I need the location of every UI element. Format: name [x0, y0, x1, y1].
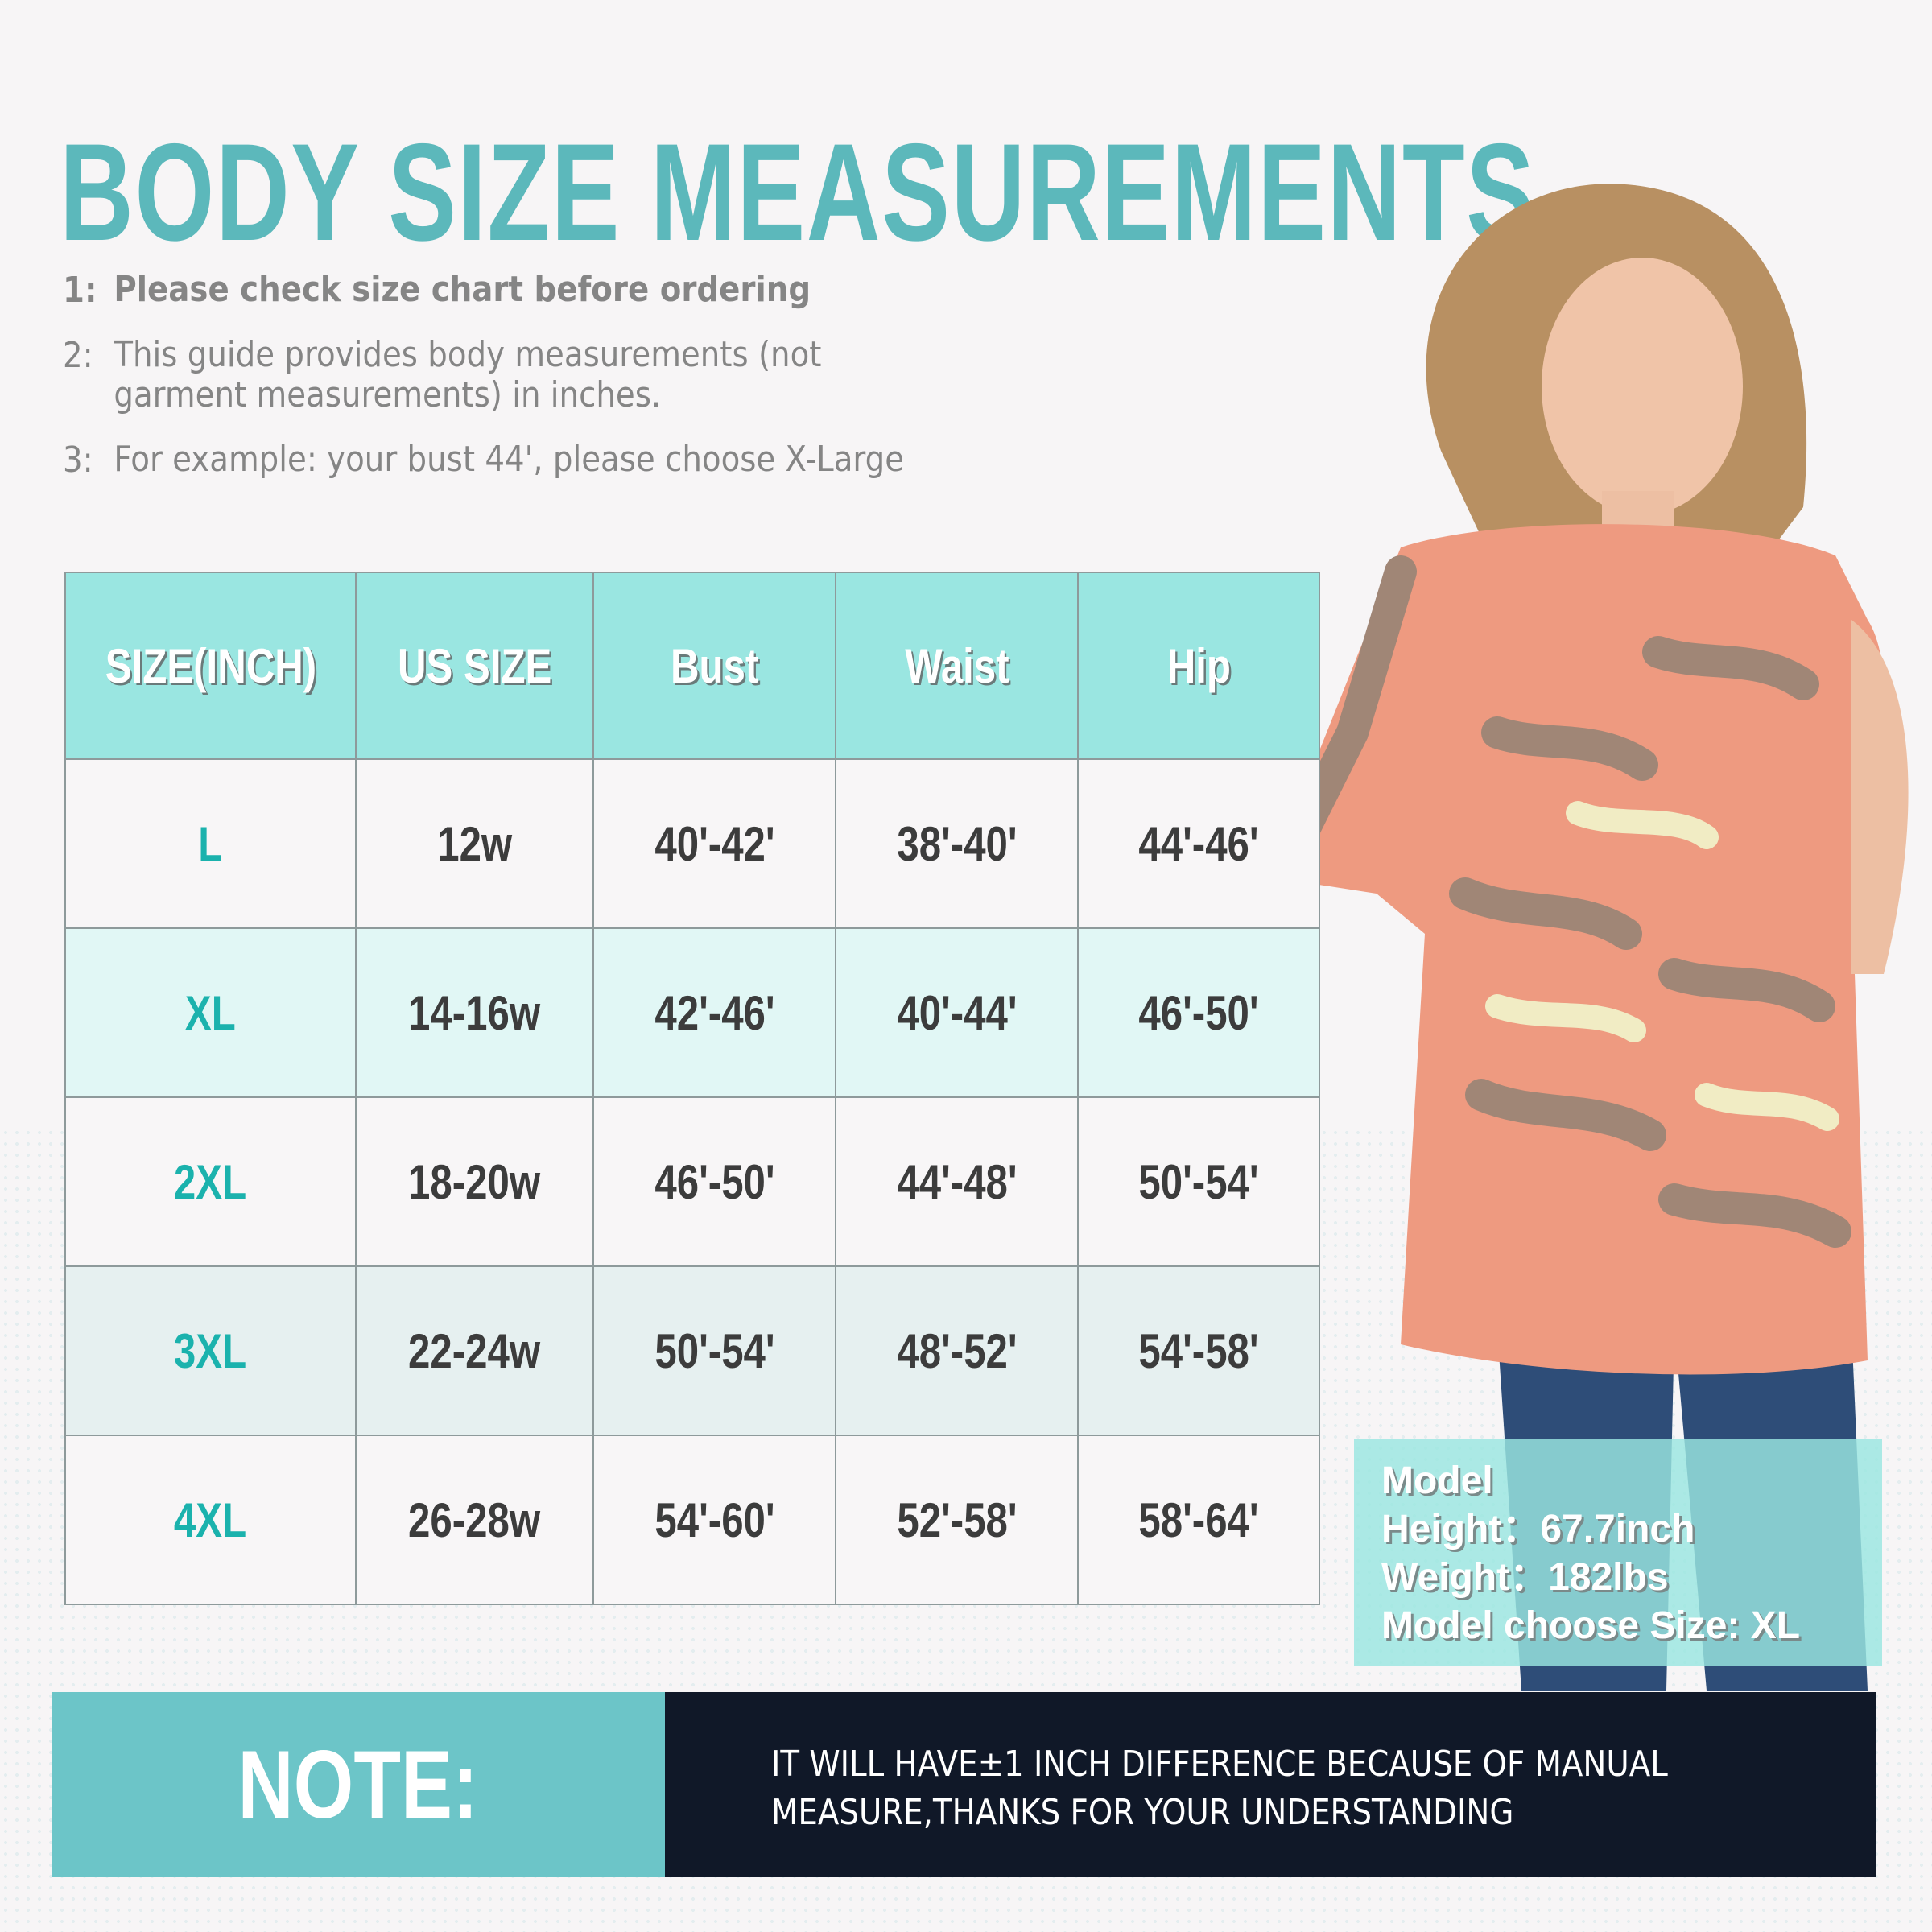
- cell-text: 52'-58': [896, 1492, 1018, 1547]
- cell-waist: 44'-48': [835, 1096, 1079, 1267]
- model-photo: [1272, 184, 1909, 1690]
- table-row: 2XL 18-20w 46'-50' 44'-48' 50'-54': [64, 1096, 1320, 1267]
- header-bust: Bust: [592, 572, 836, 760]
- instruction-number: 1:: [63, 270, 97, 311]
- cell-text: 40'-44': [896, 985, 1018, 1040]
- instruction-1: 1: Please check size chart before orderin…: [63, 269, 999, 312]
- cell-bust: 50'-54': [592, 1265, 836, 1436]
- header-label: SIZE(INCH): [105, 638, 316, 693]
- cell-hip: 46'-50': [1077, 927, 1320, 1098]
- instruction-text: Please check size chart before ordering: [114, 269, 811, 310]
- cell-bust: 42'-46': [592, 927, 836, 1098]
- cell-size: 4XL: [64, 1435, 357, 1605]
- cell-waist: 48'-52': [835, 1265, 1079, 1436]
- instruction-text: This guide provides body measurements (n…: [114, 334, 822, 415]
- header-label: Waist: [904, 638, 1009, 693]
- cell-hip: 54'-58': [1077, 1265, 1320, 1436]
- cell-text: XL: [185, 985, 236, 1040]
- header-waist: Waist: [835, 572, 1079, 760]
- cell-text: 26-28w: [408, 1492, 541, 1547]
- instructions: 1: Please check size chart before orderin…: [63, 270, 1127, 505]
- table-header-row: SIZE(INCH) US SIZE Bust Waist Hip: [64, 572, 1320, 760]
- cell-text: 18-20w: [408, 1154, 541, 1209]
- note-line-1: IT WILL HAVE±1 INCH DIFFERENCE BECAUSE O…: [771, 1744, 1668, 1785]
- cell-text: 12w: [436, 816, 512, 871]
- cell-bust: 40'-42': [592, 758, 836, 929]
- cell-hip: 50'-54': [1077, 1096, 1320, 1267]
- note-label-panel: NOTE:: [52, 1692, 665, 1877]
- cell-waist: 40'-44': [835, 927, 1079, 1098]
- cell-us-size: 14-16w: [355, 927, 594, 1098]
- model-info-box: Model Height：67.7inch Weight：182lbs Mode…: [1354, 1439, 1882, 1666]
- cell-text: 54'-60': [654, 1492, 775, 1547]
- cell-text: 50'-54': [1138, 1154, 1259, 1209]
- cell-text: 54'-58': [1138, 1323, 1259, 1378]
- cell-text: 44'-46': [1138, 816, 1259, 871]
- cell-text: 48'-52': [896, 1323, 1018, 1378]
- model-label: Model: [1381, 1459, 1493, 1502]
- cell-hip: 58'-64': [1077, 1435, 1320, 1605]
- cell-waist: 38'-40': [835, 758, 1079, 929]
- table-row: 4XL 26-28w 54'-60' 52'-58' 58'-64': [64, 1435, 1320, 1605]
- cell-waist: 52'-58': [835, 1435, 1079, 1605]
- cell-text: 3XL: [174, 1323, 247, 1378]
- cell-text: 50'-54': [654, 1323, 775, 1378]
- cell-size: 2XL: [64, 1096, 357, 1267]
- cell-us-size: 26-28w: [355, 1435, 594, 1605]
- model-height: Height：67.7inch: [1381, 1508, 1695, 1550]
- cell-size: XL: [64, 927, 357, 1098]
- cell-size: L: [64, 758, 357, 929]
- model-size: Model choose Size: XL: [1381, 1604, 1801, 1647]
- table-row: L 12w 40'-42' 38'-40' 44'-46': [64, 758, 1320, 929]
- header-hip: Hip: [1077, 572, 1320, 760]
- instruction-2: 2: This guide provides body measurements …: [63, 335, 999, 415]
- instruction-text: For example: your bust 44', please choos…: [114, 439, 905, 480]
- cell-text: 46'-50': [654, 1154, 775, 1209]
- instruction-number: 2:: [63, 335, 93, 376]
- instruction-number: 3:: [63, 440, 93, 481]
- cell-hip: 44'-46': [1077, 758, 1320, 929]
- cell-us-size: 22-24w: [355, 1265, 594, 1436]
- note-text-panel: IT WILL HAVE±1 INCH DIFFERENCE BECAUSE O…: [665, 1692, 1876, 1877]
- header-size: SIZE(INCH): [64, 572, 357, 760]
- header-label: US SIZE: [397, 638, 552, 693]
- cell-bust: 46'-50': [592, 1096, 836, 1267]
- cell-text: 22-24w: [408, 1323, 541, 1378]
- page-title: BODY SIZE MEASUREMENTS: [60, 115, 1536, 270]
- cell-us-size: 12w: [355, 758, 594, 929]
- cell-bust: 54'-60': [592, 1435, 836, 1605]
- size-chart-table: SIZE(INCH) US SIZE Bust Waist Hip L 12w …: [64, 572, 1320, 1605]
- cell-text: 42'-46': [654, 985, 775, 1040]
- cell-text: 38'-40': [896, 816, 1018, 871]
- cell-text: L: [198, 816, 223, 871]
- note-line-2: MEASURE,THANKS FOR YOUR UNDERSTANDING: [771, 1792, 1514, 1833]
- note-label: NOTE:: [237, 1731, 479, 1839]
- instruction-3: 3: For example: your bust 44', please cho…: [63, 440, 999, 481]
- cell-text: 58'-64': [1138, 1492, 1259, 1547]
- table-row: 3XL 22-24w 50'-54' 48'-52' 54'-58': [64, 1265, 1320, 1436]
- cell-us-size: 18-20w: [355, 1096, 594, 1267]
- header-label: Bust: [670, 638, 759, 693]
- header-us-size: US SIZE: [355, 572, 594, 760]
- table-row: XL 14-16w 42'-46' 40'-44' 46'-50': [64, 927, 1320, 1098]
- cell-text: 46'-50': [1138, 985, 1259, 1040]
- cell-text: 40'-42': [654, 816, 775, 871]
- cell-text: 14-16w: [408, 985, 541, 1040]
- cell-text: 4XL: [174, 1492, 247, 1547]
- model-weight: Weight：182lbs: [1381, 1556, 1669, 1599]
- cell-text: 2XL: [174, 1154, 247, 1209]
- cell-text: 44'-48': [896, 1154, 1018, 1209]
- header-label: Hip: [1166, 638, 1231, 693]
- cell-size: 3XL: [64, 1265, 357, 1436]
